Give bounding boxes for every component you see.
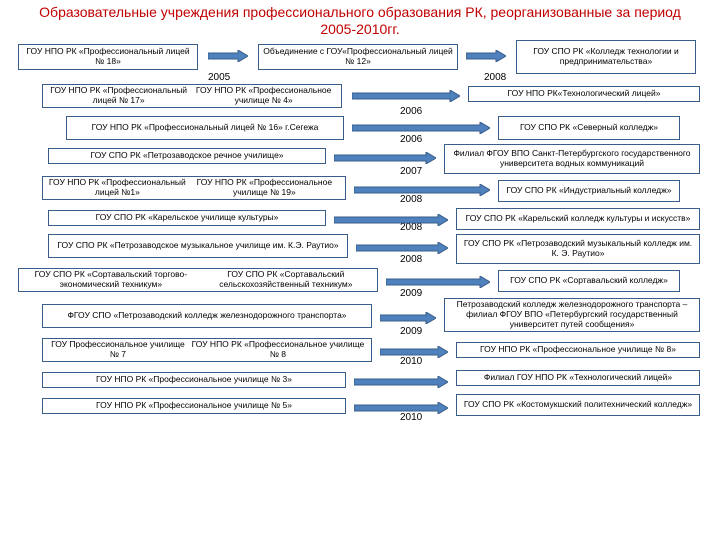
arrow-icon [356,242,448,252]
org-box: ГОУ СПО РК «Северный колледж» [498,116,680,140]
org-box: ФГОУ СПО «Петрозаводский колледж железно… [42,304,372,328]
org-box: ГОУ НПО РК «Профессиональное училище № 5… [42,398,346,414]
org-box: Петрозаводский колледж железнодорожного … [444,298,700,332]
org-box: ГОУ СПО РК «Колледж технологии и предпри… [516,40,696,74]
org-box: ГОУ Профессиональное училище № 7ГОУ НПО … [42,338,372,362]
org-box: ГОУ СПО РК «Сортавальский торгово-эконом… [18,268,378,292]
org-box: ГОУ НПО РК«Технологический лицей» [468,86,700,102]
org-box: Филиал ФГОУ ВПО Санкт-Петербургского гос… [444,144,700,174]
org-box: ГОУ НПО РК «Профессиональное училище № 8… [456,342,700,358]
org-box: ГОУ СПО РК «Петрозаводский музыкальный к… [456,234,700,264]
arrow-icon [380,312,436,322]
arrow-icon [354,402,448,412]
year-label: 2007 [400,166,422,177]
org-box: ГОУ СПО РК «Сортавальский колледж» [498,270,680,292]
org-box: ГОУ СПО РК «Индустриальный колледж» [498,180,680,202]
arrow-icon [334,152,436,162]
year-label: 2005 [208,72,230,83]
org-box: ГОУ НПО РК «Профессиональный лицей № 17»… [42,84,342,108]
year-label: 2009 [400,326,422,337]
page-title: Образовательные учреждения профессиональ… [0,0,720,40]
org-box: ГОУ СПО РК «Петрозаводское речное училищ… [48,148,326,164]
org-box: Филиал ГОУ НПО РК «Технологический лицей… [456,370,700,386]
org-box: ГОУ НПО РК «Профессиональное училище № 3… [42,372,346,388]
org-box: ГОУ СПО РК «Карельское училище культуры» [48,210,326,226]
arrow-icon [386,276,490,286]
arrow-icon [354,184,490,194]
arrow-icon [334,214,448,224]
year-label: 2008 [400,254,422,265]
arrow-icon [380,346,448,356]
org-box: ГОУ НПО РК «Профессиональный лицей №1»ГО… [42,176,346,200]
year-label: 2006 [400,106,422,117]
arrow-icon [352,122,490,132]
year-label: 2006 [400,134,422,145]
org-box: Объединение с ГОУ«Профессиональный лицей… [258,44,458,70]
arrow-icon [208,50,248,60]
year-label: 2009 [400,288,422,299]
org-box: ГОУ НПО РК «Профессиональный лицей № 16»… [66,116,344,140]
org-box: ГОУ СПО РК «Карельский колледж культуры … [456,208,700,230]
arrow-icon [466,50,506,60]
arrow-icon [354,376,448,386]
year-label: 2008 [484,72,506,83]
org-box: ГОУ НПО РК «Профессиональный лицей № 18» [18,44,198,70]
arrow-icon [352,90,460,100]
org-box: ГОУ СПО РК «Костомукшский политехнически… [456,394,700,416]
org-box: ГОУ СПО РК «Петрозаводское музыкальное у… [48,234,348,258]
